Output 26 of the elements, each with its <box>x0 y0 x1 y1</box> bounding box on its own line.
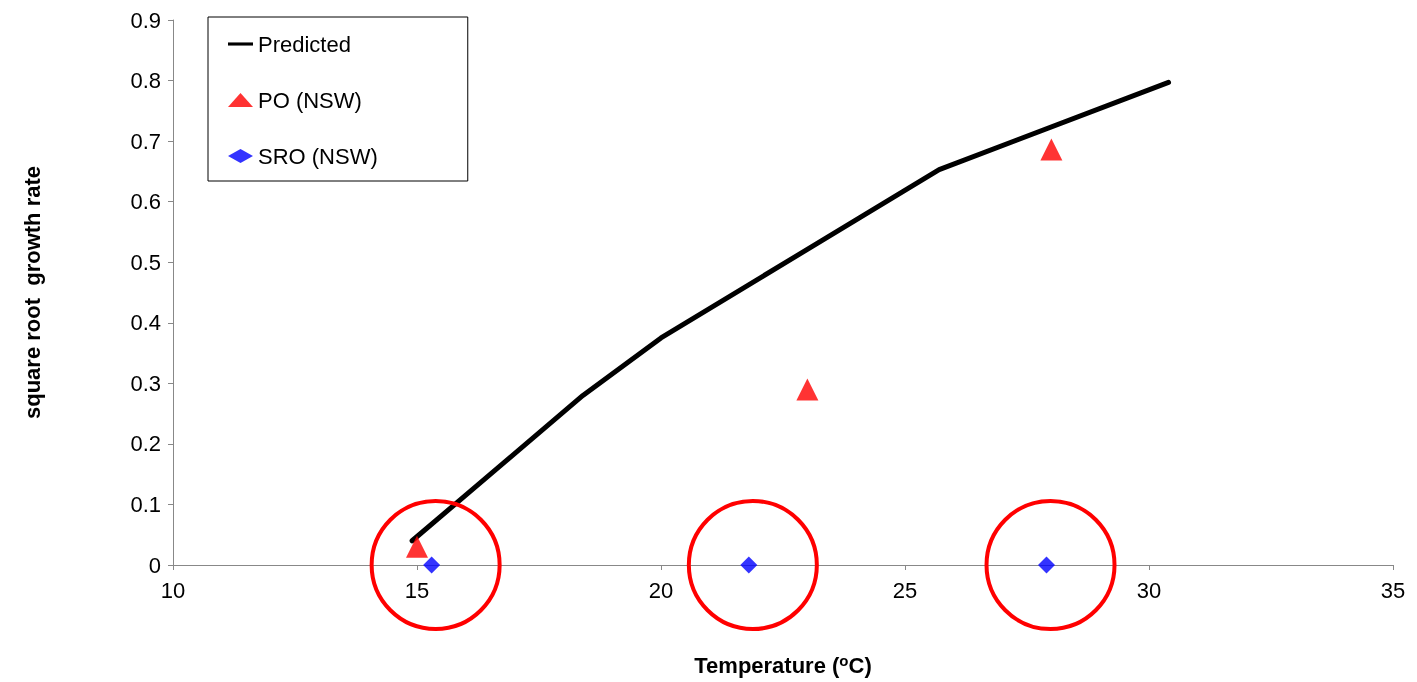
point <box>406 535 428 558</box>
y-tick-label: 0.4 <box>130 310 161 336</box>
x-tick-label: 35 <box>1380 577 1406 603</box>
y-tick-label: 0.5 <box>130 249 161 275</box>
x-tick-label: 15 <box>404 577 430 603</box>
legend-label: SRO (NSW) <box>258 143 378 169</box>
point <box>740 556 758 574</box>
y-tick-label: 0.2 <box>130 431 161 457</box>
point <box>1038 556 1056 574</box>
x-tick-label: 10 <box>160 577 186 603</box>
y-axis-title: square root growth rate <box>19 165 45 420</box>
y-tick-label: 0.9 <box>130 7 161 33</box>
y-tick-label: 0.7 <box>130 128 161 154</box>
y-tick-label: 0.3 <box>130 370 161 396</box>
legend-label: Predicted <box>258 31 351 57</box>
point <box>1040 138 1063 161</box>
x-tick-label: 20 <box>648 577 674 603</box>
point <box>423 556 441 574</box>
point <box>796 378 819 401</box>
legend-label: PO (NSW) <box>258 87 362 113</box>
y-tick-label: 0 <box>148 552 161 578</box>
x-tick-label: 30 <box>1136 577 1162 603</box>
y-tick-label: 0.6 <box>130 189 161 215</box>
y-tick-label: 0.8 <box>130 68 161 94</box>
y-tick-label: 0.1 <box>130 491 161 517</box>
x-tick-label: 25 <box>892 577 918 603</box>
